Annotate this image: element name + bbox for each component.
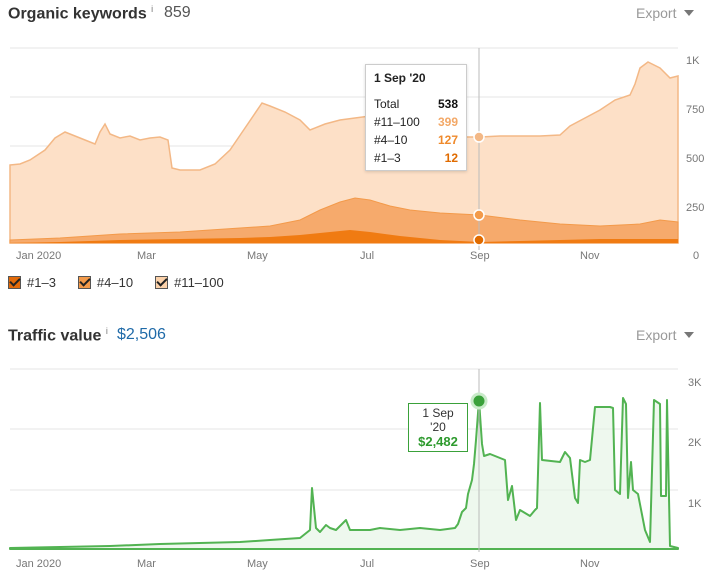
tooltip-value: 399 <box>437 115 458 129</box>
traffic-value-chart[interactable]: 3K 2K 1K Jan 2020 Mar May Jul Sep Nov <box>0 360 721 579</box>
x-tick: May <box>247 250 268 262</box>
traffic-value-title: Traffic value i <box>8 326 108 345</box>
series-area-1-3 <box>10 230 678 243</box>
x-axis: Jan 2020 Mar May Jul Sep Nov <box>16 250 600 262</box>
chevron-down-icon <box>684 332 695 338</box>
traffic-export-button[interactable]: Export <box>636 327 695 343</box>
checkbox-checked-icon[interactable] <box>77 276 91 289</box>
legend-label: #4–10 <box>96 275 134 290</box>
tooltip-date: 1 Sep '20 <box>422 406 454 434</box>
legend-label: #11–100 <box>174 275 224 290</box>
x-tick: Mar <box>137 558 156 570</box>
organic-keywords-title: Organic keywords i <box>8 4 153 23</box>
y-tick: 0 <box>693 250 699 262</box>
x-tick: May <box>247 558 268 570</box>
legend-item-11-100[interactable]: #11–100 <box>155 275 224 290</box>
x-tick: Nov <box>580 558 600 570</box>
checkbox-checked-icon[interactable] <box>8 276 21 289</box>
export-label: Export <box>636 5 677 21</box>
tooltip-row-4-10: #4–10 127 <box>374 131 458 149</box>
info-icon[interactable]: i <box>105 326 108 336</box>
x-tick: Jan 2020 <box>16 558 61 570</box>
y-tick: 1K <box>686 55 700 67</box>
y-tick: 1K <box>688 498 702 510</box>
tooltip-row-1-3: #1–3 12 <box>374 149 458 167</box>
hover-point-11-100 <box>473 131 485 143</box>
x-tick: Sep <box>470 250 490 262</box>
tooltip-date: 1 Sep '20 <box>374 71 426 85</box>
y-tick: 500 <box>686 153 704 165</box>
x-tick: Mar <box>137 250 156 262</box>
traffic-area <box>9 397 679 550</box>
tooltip-label: #11–100 <box>374 115 420 129</box>
tooltip-label: Total <box>374 97 400 111</box>
organic-legend: #1–3 #4–10 #11–100 <box>8 275 224 290</box>
tooltip-value: 127 <box>437 133 458 147</box>
tooltip-row-total: Total 538 <box>374 95 458 113</box>
hover-point-1-3 <box>473 234 485 246</box>
tooltip-value: 538 <box>437 97 458 111</box>
export-label: Export <box>636 327 677 343</box>
chevron-down-icon <box>684 10 695 16</box>
y-tick: 3K <box>688 377 702 389</box>
y-tick: 2K <box>688 437 702 449</box>
organic-export-button[interactable]: Export <box>636 5 695 21</box>
checkbox-checked-icon[interactable] <box>155 276 169 289</box>
traffic-value-amount: $2,506 <box>117 326 166 343</box>
legend-label: #1–3 <box>27 275 56 290</box>
tooltip-label: #4–10 <box>374 133 408 147</box>
organic-keywords-chart[interactable]: 1K 750 500 250 0 Jan 2020 Mar May Jul Se… <box>0 40 721 270</box>
tooltip-row-11-100: #11–100 399 <box>374 113 458 131</box>
x-tick: Sep <box>470 558 490 570</box>
series-area-11-100 <box>9 61 679 244</box>
x-axis: Jan 2020 Mar May Jul Sep Nov <box>16 558 600 570</box>
tooltip-value: $2,482 <box>418 434 458 449</box>
legend-item-1-3[interactable]: #1–3 <box>8 275 56 290</box>
x-tick: Jul <box>360 250 374 262</box>
x-tick: Jan 2020 <box>16 250 61 262</box>
y-axis: 3K 2K 1K <box>688 377 702 510</box>
y-tick: 250 <box>686 202 704 214</box>
series-area-4-10 <box>9 197 679 244</box>
y-axis: 1K 750 500 250 0 <box>686 55 704 262</box>
traffic-value-label: Traffic value <box>8 327 102 345</box>
x-tick: Jul <box>360 558 374 570</box>
info-icon[interactable]: i <box>151 4 154 14</box>
organic-tooltip: 1 Sep '20 Total 538 #11–100 399 #4–10 12… <box>365 64 467 171</box>
organic-keywords-label: Organic keywords <box>8 5 147 23</box>
hover-point-4-10 <box>473 209 485 221</box>
y-tick: 750 <box>686 104 704 116</box>
tooltip-label: #1–3 <box>374 151 401 165</box>
hover-point <box>470 392 488 410</box>
x-tick: Nov <box>580 250 600 262</box>
legend-item-4-10[interactable]: #4–10 <box>77 275 134 290</box>
organic-keywords-count: 859 <box>164 4 191 21</box>
traffic-tooltip: 1 Sep '20 $2,482 <box>408 403 468 452</box>
tooltip-value: 12 <box>444 151 458 165</box>
